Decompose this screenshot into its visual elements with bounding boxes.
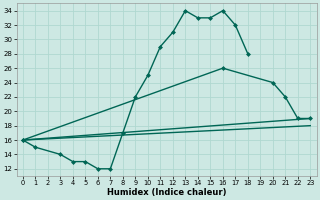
- X-axis label: Humidex (Indice chaleur): Humidex (Indice chaleur): [107, 188, 226, 197]
